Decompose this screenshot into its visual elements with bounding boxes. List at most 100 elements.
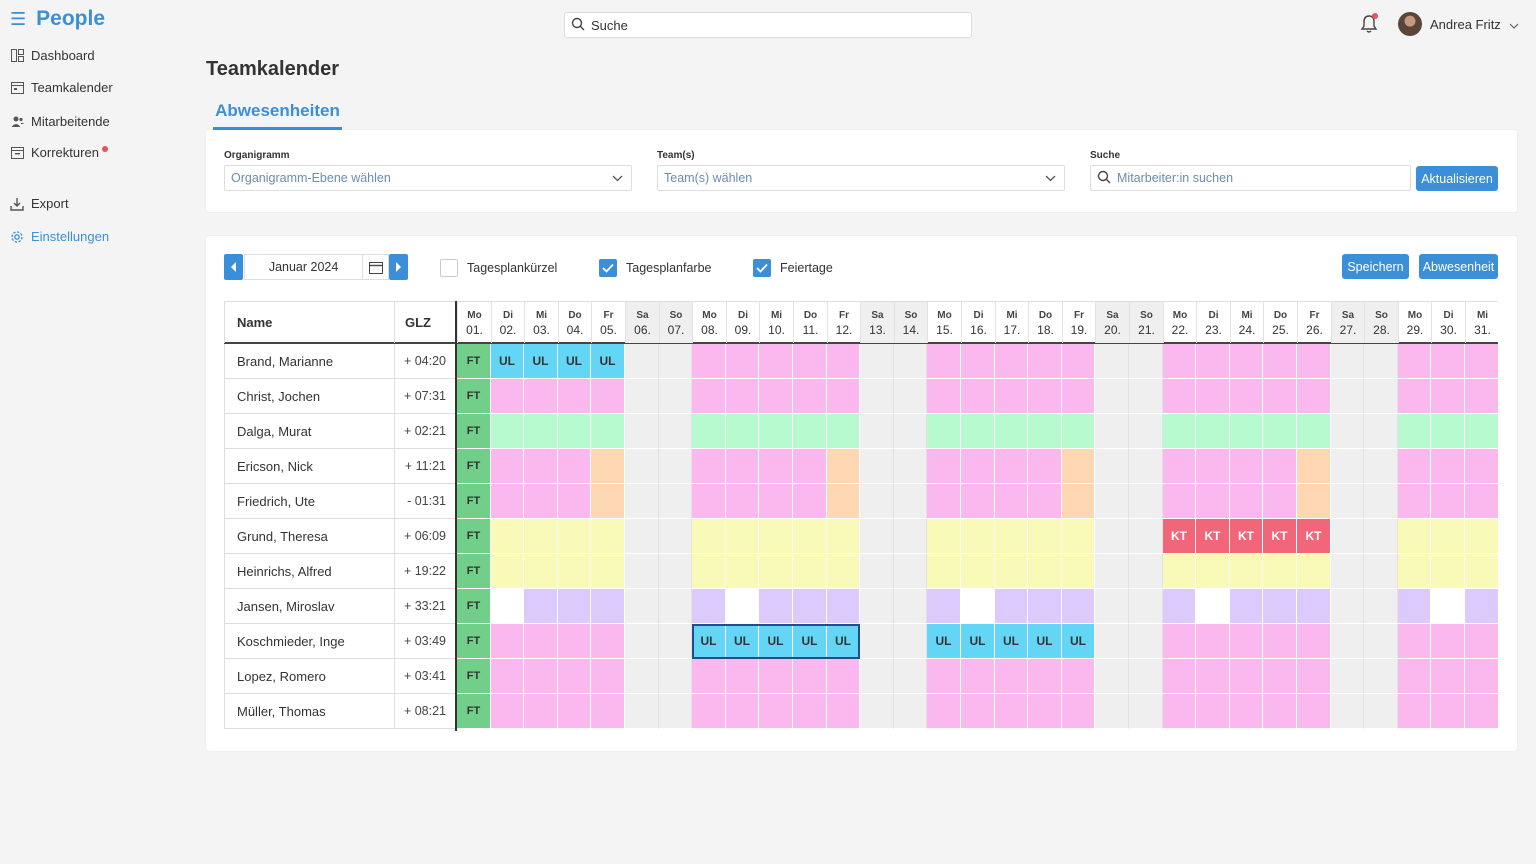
day-cell[interactable] bbox=[961, 379, 995, 414]
day-cell[interactable] bbox=[860, 519, 894, 554]
day-cell[interactable] bbox=[1196, 449, 1230, 484]
day-cell[interactable] bbox=[1129, 694, 1163, 729]
user-menu[interactable]: Andrea Fritz bbox=[1398, 12, 1519, 36]
day-cell[interactable] bbox=[1095, 624, 1129, 659]
day-cell[interactable] bbox=[1465, 344, 1499, 379]
day-cell[interactable] bbox=[726, 694, 759, 729]
day-cell[interactable] bbox=[558, 694, 591, 729]
absence-cell[interactable]: UL bbox=[827, 624, 860, 659]
day-cell[interactable] bbox=[1465, 589, 1499, 624]
absence-cell[interactable]: FT bbox=[457, 449, 491, 484]
day-cell[interactable] bbox=[995, 659, 1028, 694]
day-cell[interactable] bbox=[1364, 659, 1398, 694]
day-cell[interactable] bbox=[524, 554, 558, 589]
day-cell[interactable] bbox=[558, 484, 591, 519]
day-cell[interactable] bbox=[1196, 589, 1230, 624]
day-cell[interactable] bbox=[1129, 344, 1163, 379]
absence-cell[interactable]: UL bbox=[961, 624, 995, 659]
day-cell[interactable] bbox=[491, 449, 524, 484]
employee-search-input[interactable] bbox=[1117, 171, 1397, 185]
day-cell[interactable] bbox=[894, 519, 927, 554]
absence-cell[interactable]: UL bbox=[692, 624, 726, 659]
day-cell[interactable] bbox=[591, 484, 625, 519]
day-cell[interactable] bbox=[1263, 694, 1297, 729]
day-cell[interactable] bbox=[1163, 344, 1196, 379]
day-cell[interactable] bbox=[995, 554, 1028, 589]
day-cell[interactable] bbox=[1163, 589, 1196, 624]
day-cell[interactable] bbox=[591, 554, 625, 589]
day-cell[interactable] bbox=[827, 449, 860, 484]
day-cell[interactable] bbox=[1028, 379, 1062, 414]
day-cell[interactable] bbox=[927, 344, 961, 379]
day-cell[interactable] bbox=[927, 519, 961, 554]
day-cell[interactable] bbox=[1297, 449, 1331, 484]
day-cell[interactable] bbox=[726, 484, 759, 519]
day-cell[interactable] bbox=[759, 659, 793, 694]
day-cell[interactable] bbox=[1465, 484, 1499, 519]
day-cell[interactable] bbox=[1331, 344, 1364, 379]
day-cell[interactable] bbox=[1028, 589, 1062, 624]
day-cell[interactable] bbox=[524, 484, 558, 519]
day-cell[interactable] bbox=[1297, 589, 1331, 624]
day-cell[interactable] bbox=[692, 659, 726, 694]
absence-cell[interactable]: KT bbox=[1297, 519, 1331, 554]
day-cell[interactable] bbox=[524, 414, 558, 449]
day-cell[interactable] bbox=[995, 694, 1028, 729]
day-cell[interactable] bbox=[961, 659, 995, 694]
absence-cell[interactable]: UL bbox=[793, 624, 827, 659]
day-cell[interactable] bbox=[759, 589, 793, 624]
day-cell[interactable] bbox=[1431, 414, 1465, 449]
day-cell[interactable] bbox=[759, 379, 793, 414]
day-cell[interactable] bbox=[726, 344, 759, 379]
day-cell[interactable] bbox=[927, 449, 961, 484]
day-cell[interactable] bbox=[793, 344, 827, 379]
day-cell[interactable] bbox=[894, 449, 927, 484]
day-cell[interactable] bbox=[1431, 554, 1465, 589]
day-cell[interactable] bbox=[1364, 694, 1398, 729]
day-cell[interactable] bbox=[1163, 659, 1196, 694]
day-cell[interactable] bbox=[995, 344, 1028, 379]
day-cell[interactable] bbox=[1297, 344, 1331, 379]
day-cell[interactable] bbox=[860, 694, 894, 729]
day-cell[interactable] bbox=[860, 484, 894, 519]
day-cell[interactable] bbox=[1398, 344, 1431, 379]
day-cell[interactable] bbox=[1028, 694, 1062, 729]
day-cell[interactable] bbox=[1129, 484, 1163, 519]
day-cell[interactable] bbox=[591, 379, 625, 414]
day-cell[interactable] bbox=[894, 554, 927, 589]
absence-cell[interactable]: FT bbox=[457, 624, 491, 659]
day-cell[interactable] bbox=[558, 659, 591, 694]
day-cell[interactable] bbox=[827, 659, 860, 694]
day-cell[interactable] bbox=[1263, 659, 1297, 694]
day-cell[interactable] bbox=[659, 484, 692, 519]
day-cell[interactable] bbox=[1398, 449, 1431, 484]
absence-cell[interactable]: UL bbox=[927, 624, 961, 659]
checkbox-checked[interactable] bbox=[753, 259, 771, 277]
absence-cell[interactable]: FT bbox=[457, 554, 491, 589]
day-cell[interactable] bbox=[793, 694, 827, 729]
day-cell[interactable] bbox=[759, 449, 793, 484]
day-cell[interactable] bbox=[625, 589, 659, 624]
day-cell[interactable] bbox=[659, 414, 692, 449]
day-cell[interactable] bbox=[1028, 519, 1062, 554]
absence-cell[interactable]: FT bbox=[457, 379, 491, 414]
day-cell[interactable] bbox=[995, 519, 1028, 554]
day-cell[interactable] bbox=[1062, 554, 1095, 589]
day-cell[interactable] bbox=[1095, 379, 1129, 414]
day-cell[interactable] bbox=[1129, 659, 1163, 694]
day-cell[interactable] bbox=[927, 694, 961, 729]
absence-cell[interactable]: UL bbox=[491, 344, 524, 379]
team-select[interactable]: Team(s) wählen bbox=[657, 165, 1065, 191]
day-cell[interactable] bbox=[625, 624, 659, 659]
day-cell[interactable] bbox=[860, 659, 894, 694]
day-cell[interactable] bbox=[894, 659, 927, 694]
day-cell[interactable] bbox=[1028, 484, 1062, 519]
day-cell[interactable] bbox=[1129, 589, 1163, 624]
day-cell[interactable] bbox=[1163, 449, 1196, 484]
day-cell[interactable] bbox=[692, 484, 726, 519]
nav-item-mitarbeitende[interactable]: Mitarbeitende bbox=[10, 114, 110, 129]
day-cell[interactable] bbox=[491, 694, 524, 729]
day-cell[interactable] bbox=[1230, 659, 1263, 694]
absence-cell[interactable]: UL bbox=[558, 344, 591, 379]
day-cell[interactable] bbox=[827, 414, 860, 449]
